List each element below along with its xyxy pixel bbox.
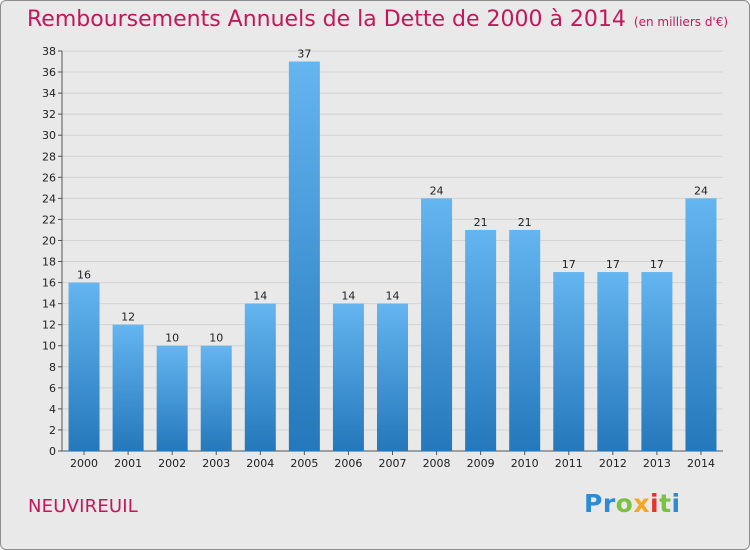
bar — [641, 272, 673, 451]
bar — [465, 229, 497, 451]
y-tick-label: 12 — [42, 319, 56, 332]
y-tick-label: 2 — [49, 424, 56, 437]
y-tick-label: 18 — [42, 256, 56, 269]
bar — [421, 198, 453, 451]
data-label: 17 — [650, 258, 664, 271]
y-tick-label: 10 — [42, 340, 56, 353]
y-tick-label: 34 — [42, 87, 56, 100]
proxiti-logo: Proxiti — [584, 489, 681, 518]
bar — [509, 229, 541, 451]
bar — [377, 303, 408, 451]
y-tick-label: 20 — [42, 234, 56, 247]
x-tick-label: 2014 — [687, 457, 715, 470]
y-tick-label: 24 — [42, 192, 56, 205]
x-tick-label: 2007 — [379, 457, 407, 470]
data-label: 21 — [474, 216, 488, 229]
x-tick-label: 2004 — [246, 457, 274, 470]
x-tick-label: 2008 — [423, 457, 451, 470]
y-tick-label: 4 — [49, 403, 56, 416]
y-tick-label: 14 — [42, 298, 56, 311]
chart-title: Remboursements Annuels de la Dette de 20… — [27, 7, 728, 32]
data-label: 12 — [121, 311, 135, 324]
data-label: 14 — [253, 290, 267, 303]
x-tick-label: 2006 — [334, 457, 362, 470]
data-label: 10 — [209, 332, 223, 345]
bar — [288, 61, 320, 452]
y-tick-label: 28 — [42, 150, 56, 163]
y-tick-label: 30 — [42, 129, 56, 142]
y-tick-label: 36 — [42, 66, 56, 79]
data-label: 14 — [386, 290, 400, 303]
data-label: 14 — [341, 290, 355, 303]
bar — [597, 272, 629, 451]
data-label: 10 — [165, 332, 179, 345]
bar — [68, 282, 100, 451]
y-tick-label: 8 — [49, 361, 56, 374]
y-tick-label: 26 — [42, 171, 56, 184]
data-label: 24 — [430, 184, 444, 197]
bar — [332, 303, 364, 451]
bar — [244, 303, 276, 451]
data-label: 37 — [297, 48, 311, 61]
data-label: 16 — [77, 269, 91, 282]
data-label: 17 — [606, 258, 620, 271]
x-tick-label: 2010 — [511, 457, 539, 470]
bar — [112, 324, 144, 451]
x-tick-label: 2009 — [467, 457, 495, 470]
y-tick-label: 0 — [49, 445, 56, 458]
data-label: 24 — [694, 184, 708, 197]
bar — [685, 198, 717, 451]
x-tick-label: 2011 — [555, 457, 583, 470]
x-tick-label: 2012 — [599, 457, 627, 470]
chart-unit: (en milliers d'€) — [633, 15, 729, 29]
data-label: 17 — [562, 258, 576, 271]
x-tick-label: 2005 — [290, 457, 318, 470]
data-label: 21 — [518, 216, 532, 229]
y-tick-label: 32 — [42, 108, 56, 121]
y-tick-label: 6 — [49, 382, 56, 395]
x-tick-label: 2002 — [158, 457, 186, 470]
bar — [156, 345, 188, 451]
x-tick-label: 2000 — [70, 457, 98, 470]
x-tick-label: 2003 — [202, 457, 230, 470]
x-tick-label: 2001 — [114, 457, 142, 470]
x-tick-label: 2013 — [643, 457, 671, 470]
chart-title-text: Remboursements Annuels de la Dette de 20… — [27, 7, 626, 32]
town-name: NEUVIREUIL — [28, 496, 139, 517]
y-tick-label: 22 — [42, 213, 56, 226]
bar — [553, 272, 585, 451]
bar — [200, 345, 232, 451]
y-tick-label: 38 — [42, 45, 56, 58]
y-tick-label: 16 — [42, 277, 56, 290]
